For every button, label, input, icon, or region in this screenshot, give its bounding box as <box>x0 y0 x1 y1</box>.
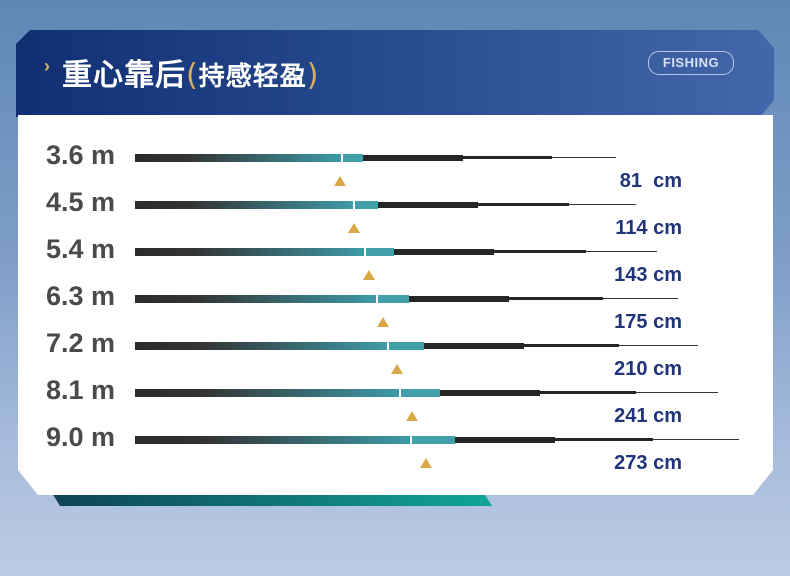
rod-tip-section <box>602 298 678 299</box>
fishing-badge: FISHING <box>648 51 734 75</box>
rod-butt-section <box>135 248 364 256</box>
chevron-right-icon: › <box>44 56 50 76</box>
rod-mid-section <box>378 202 479 208</box>
teal-accent-bar <box>52 493 492 506</box>
rod-mid-section <box>393 249 494 255</box>
rod-upper-section <box>509 297 603 300</box>
balance-triangle-icon <box>334 176 346 186</box>
rod-length-label: 4.5 m <box>46 187 116 217</box>
rod-upper-section <box>463 156 552 159</box>
rod-grip-section <box>400 389 440 397</box>
rod-upper-section <box>493 250 586 253</box>
balance-point-marker <box>387 342 389 350</box>
balance-point-marker <box>341 154 343 162</box>
rod-butt-section <box>135 154 341 162</box>
balance-distance-value: 241 cm <box>614 405 682 427</box>
rod-tip-section <box>636 392 719 393</box>
rod-length-label: 6.3 m <box>46 281 116 311</box>
rod-tip-section <box>568 204 637 205</box>
balance-point-marker <box>410 436 412 444</box>
balance-triangle-icon <box>362 270 375 280</box>
rod-mid-section <box>363 155 463 161</box>
rod-butt-section <box>135 295 376 303</box>
balance-distance-value: 81 cm <box>619 170 682 192</box>
rod-mid-section <box>455 437 555 443</box>
balance-point-marker <box>375 295 378 303</box>
balance-point-marker <box>352 201 355 209</box>
balance-distance-value: 210 cm <box>614 358 682 380</box>
balance-distance-value: 273 cm <box>614 452 682 474</box>
paren-close: ) <box>306 58 320 93</box>
balance-triangle-icon <box>348 223 361 233</box>
header-banner <box>16 30 774 117</box>
title-subtitle: 持感轻盈 <box>198 62 307 92</box>
balance-distance-value: 114 cm <box>615 217 682 239</box>
paren-open: ( <box>186 58 199 93</box>
rod-grip-section <box>389 342 425 350</box>
rod-mid-section <box>409 296 509 302</box>
balance-point-marker <box>398 389 401 397</box>
rod-mid-section <box>439 390 540 396</box>
balance-distance-value: 175 cm <box>614 311 682 333</box>
rod-upper-section <box>539 391 637 394</box>
balance-triangle-icon <box>391 364 404 374</box>
rod-grip-section <box>354 201 379 209</box>
rod-tip-section <box>653 439 739 440</box>
rod-tip-section <box>619 345 698 346</box>
content-card <box>18 115 773 495</box>
balance-triangle-icon <box>377 317 389 327</box>
page-title: 重心靠后(持感轻盈) <box>62 50 319 94</box>
balance-point-marker <box>364 248 366 256</box>
rod-upper-section <box>555 438 653 441</box>
rod-butt-section <box>135 201 353 209</box>
rod-length-label: 3.6 m <box>46 140 116 170</box>
rod-tip-section <box>585 251 657 252</box>
balance-distance-value: 143 cm <box>614 264 682 286</box>
rod-length-label: 9.0 m <box>46 422 116 452</box>
rod-length-label: 7.2 m <box>46 328 116 358</box>
rod-upper-section <box>524 344 620 347</box>
title-main: 重心靠后 <box>62 58 186 93</box>
rod-upper-section <box>478 203 569 206</box>
rod-butt-section <box>135 436 410 444</box>
rod-mid-section <box>424 343 525 349</box>
rod-tip-section <box>552 157 616 158</box>
balance-triangle-icon <box>420 458 432 468</box>
rod-grip-section <box>366 248 394 256</box>
rod-butt-section <box>135 342 387 350</box>
rod-butt-section <box>135 389 399 397</box>
rod-length-label: 5.4 m <box>46 234 116 264</box>
rod-grip-section <box>343 154 363 162</box>
rod-grip-section <box>377 295 409 303</box>
rod-grip-section <box>412 436 455 444</box>
rod-length-label: 8.1 m <box>46 375 116 405</box>
balance-triangle-icon <box>405 411 418 421</box>
